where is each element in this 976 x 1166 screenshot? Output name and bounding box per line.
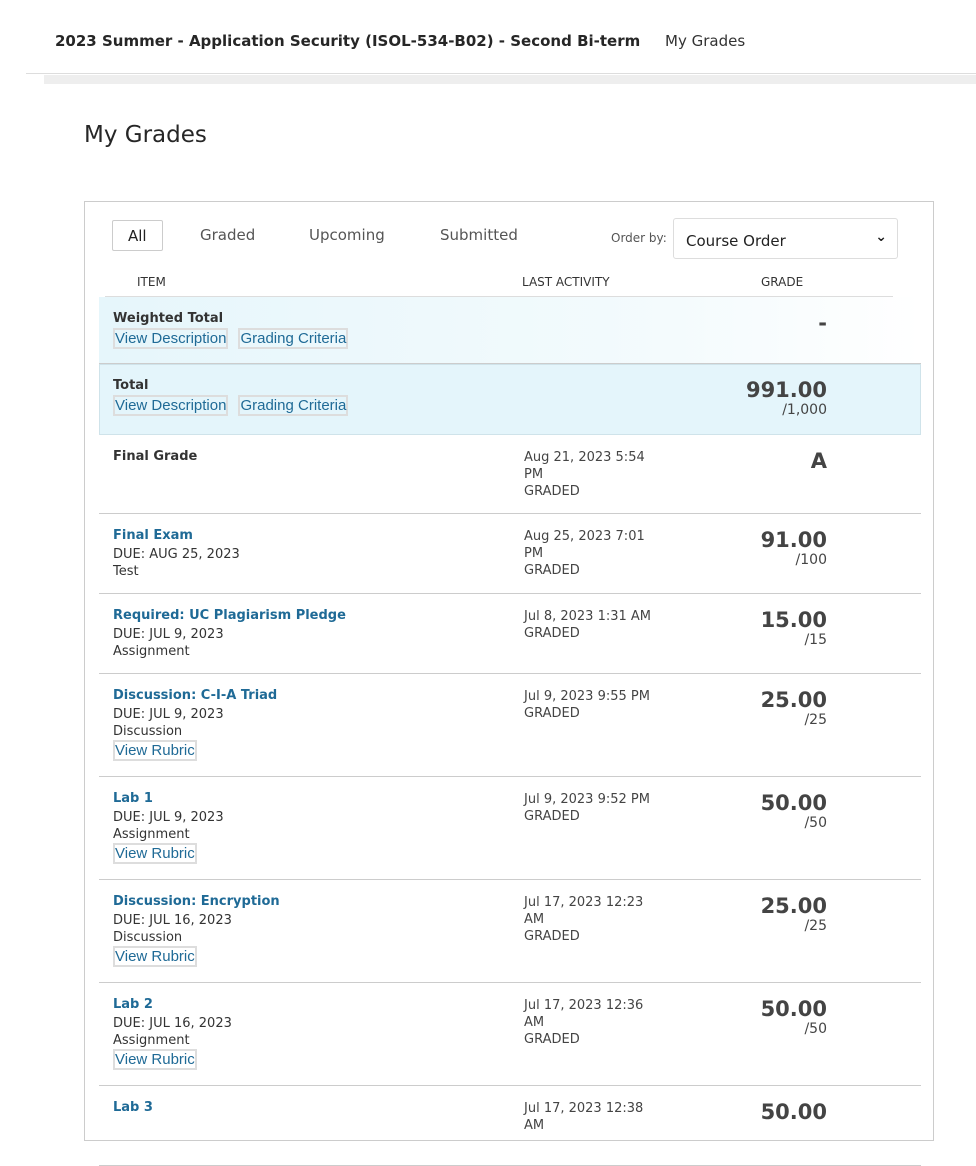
grade-max: /50 xyxy=(804,815,827,831)
column-header-last-activity: LAST ACTIVITY xyxy=(522,275,610,289)
due-date: DUE: JUL 16, 2023 xyxy=(113,1016,232,1031)
grade-value: 50.00 xyxy=(760,1100,827,1124)
course-header: 2023 Summer - Application Security (ISOL… xyxy=(26,0,976,74)
breadcrumb: My Grades xyxy=(665,32,746,50)
grade-value: 50.00 xyxy=(760,791,827,815)
grade-value: 25.00 xyxy=(760,894,827,918)
view-rubric-button[interactable]: View Rubric xyxy=(113,946,197,967)
grade-value: - xyxy=(818,311,827,335)
grade-max: /25 xyxy=(804,712,827,728)
last-activity: Aug 25, 2023 7:01 PM xyxy=(524,529,645,561)
grading-criteria-button[interactable]: Grading Criteria xyxy=(238,395,349,416)
grade-status: GRADED xyxy=(524,706,580,721)
grade-status: GRADED xyxy=(524,484,580,499)
item-name[interactable]: Required: UC Plagiarism Pledge xyxy=(113,608,346,623)
row-name: Weighted Total xyxy=(113,311,224,326)
item-name[interactable]: Discussion: C-I-A Triad xyxy=(113,688,278,703)
grade-row: Lab 3 Jul 17, 2023 12:38 AM 50.00 xyxy=(99,1086,921,1166)
page-title: My Grades xyxy=(84,122,207,148)
grade-row: Lab 2 DUE: JUL 16, 2023 Assignment View Rub… xyxy=(99,983,921,1086)
order-by-value: Course Order xyxy=(686,232,786,250)
grade-max: /100 xyxy=(795,552,827,568)
item-name[interactable]: Discussion: Encryption xyxy=(113,894,280,909)
item-type: Test xyxy=(113,564,139,579)
item-type: Assignment xyxy=(113,827,190,842)
row-name: Total xyxy=(113,378,149,393)
tab-submitted[interactable]: Submitted xyxy=(440,226,518,244)
item-name[interactable]: Final Exam xyxy=(113,528,193,543)
item-type: Discussion xyxy=(113,930,183,945)
view-rubric-button[interactable]: View Rubric xyxy=(113,1049,197,1070)
tab-all[interactable]: All xyxy=(112,220,163,251)
grade-max: /25 xyxy=(804,918,827,934)
grade-value: 91.00 xyxy=(760,528,827,552)
due-date: DUE: JUL 9, 2023 xyxy=(113,707,224,722)
grade-row: Discussion: C-I-A Triad DUE: JUL 9, 2023 D… xyxy=(99,674,921,777)
item-type: Assignment xyxy=(113,1033,190,1048)
tab-graded[interactable]: Graded xyxy=(200,226,256,244)
grade-value: 991.00 xyxy=(745,378,827,402)
grading-criteria-button[interactable]: Grading Criteria xyxy=(238,328,349,349)
item-name[interactable]: Lab 3 xyxy=(113,1100,153,1115)
grade-status: GRADED xyxy=(524,563,580,578)
item-type: Discussion xyxy=(113,724,183,739)
item-name[interactable]: Lab 2 xyxy=(113,997,153,1012)
last-activity: Jul 17, 2023 12:36 AM xyxy=(524,998,644,1030)
grade-row: Required: UC Plagiarism Pledge DUE: JUL 9… xyxy=(99,594,921,674)
due-date: DUE: JUL 9, 2023 xyxy=(113,810,224,825)
tab-upcoming[interactable]: Upcoming xyxy=(309,226,385,244)
grade-value: A xyxy=(810,449,827,473)
grade-row: Final Grade Aug 21, 2023 5:54 PM GRADED A xyxy=(99,435,921,514)
grades-table: Weighted Total View Description Grading … xyxy=(99,297,921,1166)
total-row: Total View Description Grading Criteria … xyxy=(99,364,921,435)
grade-row: Discussion: Encryption DUE: JUL 16, 2023 D… xyxy=(99,880,921,983)
column-header-item: ITEM xyxy=(137,275,166,289)
view-rubric-button[interactable]: View Rubric xyxy=(113,740,197,761)
item-name: Final Grade xyxy=(113,449,198,464)
grade-max: /1,000 xyxy=(782,402,827,418)
column-header-grade: GRADE xyxy=(761,275,804,289)
grade-max: /50 xyxy=(804,1021,827,1037)
grade-status: GRADED xyxy=(524,1032,580,1047)
last-activity: Jul 8, 2023 1:31 AM xyxy=(524,609,652,624)
grade-row: Lab 1 DUE: JUL 9, 2023 Assignment View Rubr… xyxy=(99,777,921,880)
last-activity: Jul 17, 2023 12:38 AM xyxy=(524,1101,644,1133)
grade-value: 15.00 xyxy=(760,608,827,632)
grade-status: GRADED xyxy=(524,809,580,824)
order-by-label: Order by: xyxy=(611,231,667,245)
weighted-total-row: Weighted Total View Description Grading … xyxy=(99,297,921,364)
grade-row: Final Exam DUE: AUG 25, 2023 Test Aug 25, 2… xyxy=(99,514,921,594)
grade-value: 50.00 xyxy=(760,997,827,1021)
due-date: DUE: JUL 16, 2023 xyxy=(113,913,232,928)
due-date: DUE: JUL 9, 2023 xyxy=(113,627,224,642)
grades-panel: All Graded Upcoming Submitted Order by: … xyxy=(84,201,934,1166)
grade-max: /15 xyxy=(804,632,827,648)
view-description-button[interactable]: View Description xyxy=(113,395,229,416)
last-activity: Jul 9, 2023 9:55 PM xyxy=(524,689,650,704)
divider xyxy=(44,75,976,84)
last-activity: Jul 17, 2023 12:23 AM xyxy=(524,895,644,927)
item-name[interactable]: Lab 1 xyxy=(113,791,153,806)
grade-status: GRADED xyxy=(524,626,580,641)
last-activity: Aug 21, 2023 5:54 PM xyxy=(524,450,645,482)
header-divider xyxy=(105,296,893,297)
grade-status: GRADED xyxy=(524,929,580,944)
grade-value: 25.00 xyxy=(760,688,827,712)
chevron-down-icon: ⌄ xyxy=(875,229,887,245)
last-activity: Jul 9, 2023 9:52 PM xyxy=(524,792,650,807)
view-description-button[interactable]: View Description xyxy=(113,328,229,349)
course-title[interactable]: 2023 Summer - Application Security (ISOL… xyxy=(55,32,641,50)
item-type: Assignment xyxy=(113,644,190,659)
view-rubric-button[interactable]: View Rubric xyxy=(113,843,197,864)
due-date: DUE: AUG 25, 2023 xyxy=(113,547,240,562)
order-by-select[interactable]: Course Order ⌄ xyxy=(673,218,898,259)
